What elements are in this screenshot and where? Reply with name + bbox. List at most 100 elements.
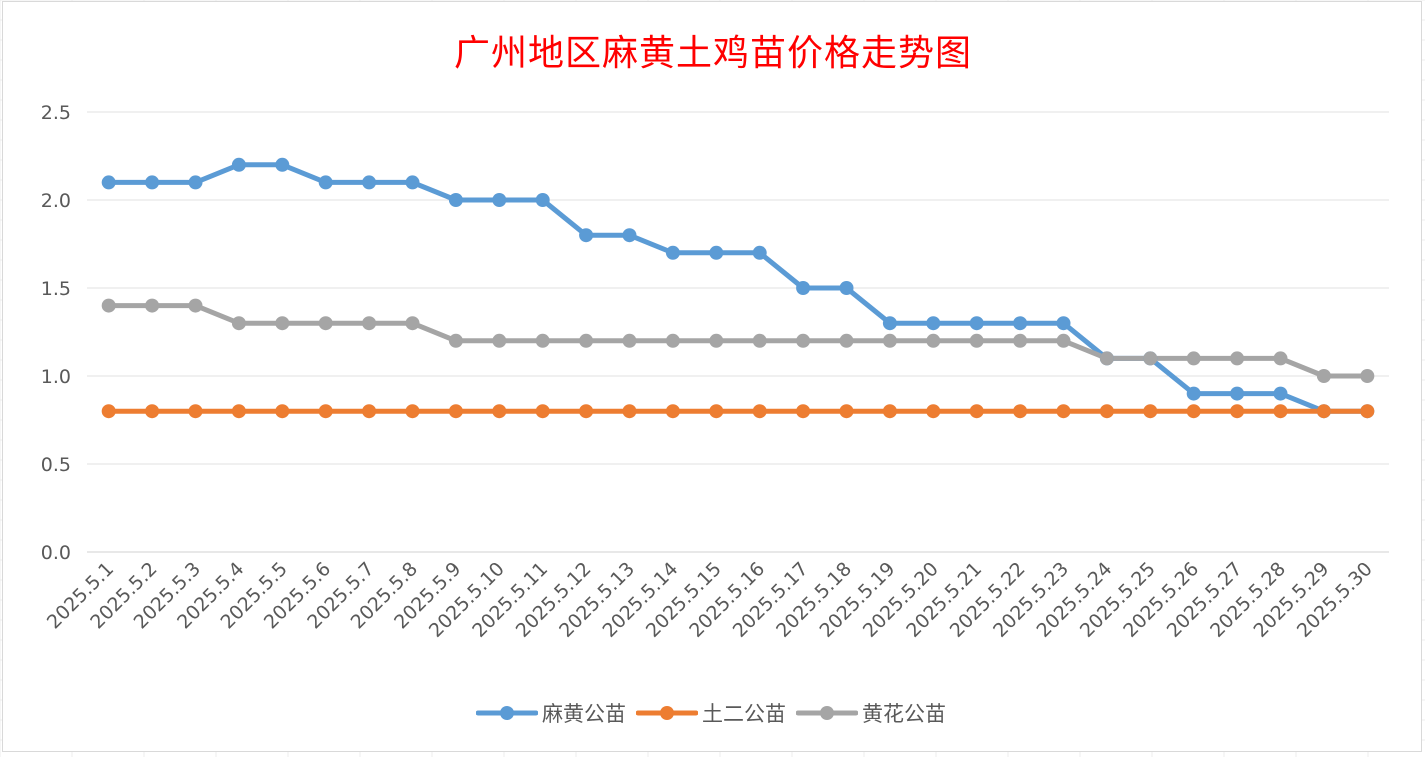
- data-point: [1273, 351, 1288, 366]
- data-point: [1099, 404, 1114, 419]
- data-point: [1186, 404, 1201, 419]
- data-point: [1013, 404, 1028, 419]
- data-point: [448, 193, 463, 207]
- series-line: [108, 303, 1368, 379]
- data-point: [796, 281, 811, 295]
- data-point: [969, 333, 984, 348]
- gridlines: [87, 111, 1389, 553]
- data-point: [1273, 404, 1288, 419]
- data-point: [231, 157, 246, 172]
- data-point: [188, 298, 203, 313]
- data-point: [752, 404, 767, 419]
- data-point: [665, 404, 680, 419]
- legend-item-huanghua[interactable]: 黄花公苗: [796, 698, 950, 728]
- data-point: [709, 245, 724, 260]
- x-axis-ticks: 2025.5.12025.5.22025.5.32025.5.42025.5.5…: [43, 558, 1377, 642]
- data-point: [752, 245, 767, 260]
- data-point: [231, 316, 246, 331]
- data-point: [145, 404, 160, 419]
- data-point: [1360, 404, 1375, 419]
- data-point: [1056, 333, 1071, 348]
- data-point: [101, 298, 116, 313]
- data-point: [1360, 369, 1375, 383]
- legend-label: 麻黄公苗: [542, 702, 626, 726]
- data-point: [101, 404, 116, 419]
- data-point: [1186, 351, 1201, 366]
- legend-item-mahuang[interactable]: 麻黄公苗: [476, 698, 630, 728]
- data-point: [1056, 316, 1071, 331]
- data-point: [1230, 351, 1245, 366]
- data-point: [275, 157, 290, 172]
- data-point: [188, 404, 203, 419]
- data-point: [709, 333, 724, 348]
- data-point: [882, 316, 897, 331]
- data-point: [362, 316, 377, 331]
- data-point: [579, 333, 594, 348]
- data-point: [1056, 404, 1071, 419]
- legend-marker-icon: [476, 706, 538, 720]
- data-point: [448, 404, 463, 419]
- data-point: [969, 404, 984, 419]
- legend-label: 黄花公苗: [862, 702, 946, 726]
- y-tick-label: 1.0: [41, 366, 71, 388]
- legend-marker-icon: [636, 706, 698, 720]
- data-point: [1013, 333, 1028, 348]
- data-point: [145, 298, 160, 313]
- data-point: [188, 175, 203, 190]
- y-tick-label: 2.0: [41, 190, 71, 212]
- data-point: [492, 333, 507, 348]
- data-point: [405, 316, 420, 331]
- data-point: [448, 333, 463, 348]
- data-point: [1186, 386, 1201, 401]
- series-points: [101, 157, 1375, 419]
- data-point: [882, 404, 897, 419]
- y-axis-ticks: 0.0 0.5 1.0 1.5 2.0 2.5: [41, 102, 71, 564]
- data-point: [1230, 386, 1245, 401]
- data-point: [318, 316, 333, 331]
- data-point: [1013, 316, 1028, 331]
- data-point: [362, 404, 377, 419]
- plot-area: 0.0 0.5 1.0 1.5 2.0 2.5 2025.5.12025.5.22025.…: [41, 102, 1389, 642]
- legend-item-tuer[interactable]: 土二公苗: [636, 698, 790, 728]
- data-point: [275, 316, 290, 331]
- data-point: [405, 404, 420, 419]
- data-point: [362, 175, 377, 190]
- data-point: [101, 175, 116, 190]
- data-point: [405, 175, 420, 190]
- data-point: [535, 404, 550, 419]
- data-point: [318, 404, 333, 419]
- series-line: [108, 162, 1368, 414]
- y-tick-label: 0.5: [41, 454, 71, 476]
- data-point: [796, 333, 811, 348]
- data-point: [969, 316, 984, 331]
- data-point: [1316, 369, 1331, 383]
- data-point: [926, 316, 941, 331]
- data-point: [665, 333, 680, 348]
- data-point: [752, 333, 767, 348]
- data-point: [1143, 404, 1158, 419]
- data-point: [622, 404, 637, 419]
- data-point: [492, 193, 507, 207]
- data-point: [665, 245, 680, 260]
- data-point: [579, 404, 594, 419]
- y-tick-label: 0.0: [41, 542, 71, 564]
- legend: 麻黄公苗 土二公苗 黄花公苗: [3, 698, 1423, 728]
- data-point: [318, 175, 333, 190]
- data-point: [145, 175, 160, 190]
- data-point: [275, 404, 290, 419]
- data-point: [535, 333, 550, 348]
- data-point: [882, 333, 897, 348]
- data-point: [1099, 351, 1114, 366]
- data-point: [622, 333, 637, 348]
- data-point: [839, 404, 854, 419]
- legend-label: 土二公苗: [702, 702, 786, 726]
- y-tick-label: 2.5: [41, 102, 71, 124]
- chart-title: 广州地区麻黄土鸡苗价格走势图: [453, 33, 972, 74]
- legend-marker-icon: [796, 706, 858, 720]
- data-point: [535, 193, 550, 207]
- data-point: [492, 404, 507, 419]
- data-point: [926, 404, 941, 419]
- data-point: [796, 404, 811, 419]
- data-point: [709, 404, 724, 419]
